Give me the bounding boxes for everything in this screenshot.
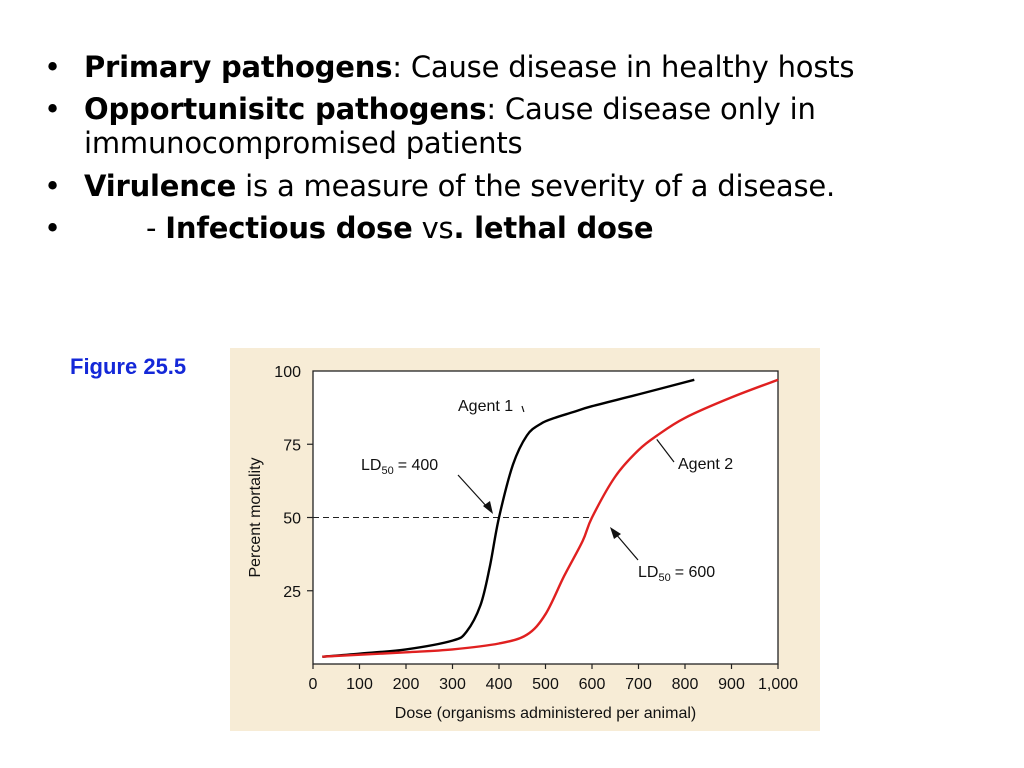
bullet-term-2: . lethal dose <box>453 210 654 245</box>
agent-2-leader <box>656 439 675 463</box>
ld50-600-arrowhead <box>610 527 621 539</box>
bullet-text: : Cause disease only in immunocompromise… <box>84 92 816 161</box>
bullet-text: : Cause disease in healthy hosts <box>392 50 855 84</box>
bullet-virulence: • Virulence is a measure of the severity… <box>44 169 1004 203</box>
bullet-prefix: - <box>146 210 166 245</box>
y-tick-label: 25 <box>283 584 301 601</box>
bullet-dot: • <box>44 168 61 203</box>
bullet-term: Virulence <box>84 168 237 203</box>
x-tick-label: 400 <box>486 676 513 693</box>
ld50-400-leader <box>457 474 489 509</box>
ld50-600-leader <box>614 532 639 561</box>
x-tick-label: 200 <box>393 676 420 693</box>
bullet-dot: • <box>44 50 61 84</box>
agent-1-leader <box>521 405 525 413</box>
agent-2-label: Agent 2 <box>678 456 733 473</box>
ld50-400-arrowhead <box>483 501 493 514</box>
x-tick-label: 300 <box>439 676 466 693</box>
x-tick-label: 500 <box>532 676 559 693</box>
x-axis-label: Dose (organisms administered per animal) <box>395 705 696 722</box>
x-tick-label: 900 <box>718 676 745 693</box>
bullet-text: is a measure of the severity of a diseas… <box>236 168 836 203</box>
figure-label: Figure 25.5 <box>70 354 187 379</box>
bullet-text: vs <box>412 210 454 245</box>
chart-svg: 100 25 50 75 0 100 200 300 400 500 600 700 800 900 1,0… <box>247 364 798 722</box>
x-tick-label: 700 <box>625 676 652 693</box>
x-tick-label: 1,000 <box>758 676 798 693</box>
x-tick-label: 800 <box>672 676 699 693</box>
agent-1-label: Agent 1 <box>458 398 513 415</box>
bullet-dot: • <box>44 92 61 127</box>
dose-mortality-chart: 100 25 50 75 0 100 200 300 400 500 600 700 800 900 1,0… <box>230 348 820 731</box>
bullet-list: • Primary pathogens: Cause disease in he… <box>44 50 1004 253</box>
bullet-term: Opportunisitc pathogens <box>84 92 487 127</box>
series-line-agent-1 <box>322 378 695 658</box>
bullet-term: Infectious dose <box>165 210 413 245</box>
x-tick-label: 100 <box>346 676 373 693</box>
x-tick-label: 0 <box>309 676 318 693</box>
y-axis-label: Percent mortality <box>247 457 264 577</box>
y-tick-label: 50 <box>283 511 301 528</box>
bullet-dot: • <box>44 210 61 245</box>
y-tick-label: 75 <box>283 437 301 454</box>
bullet-dose: • - Infectious dose vs. lethal dose <box>44 211 1004 245</box>
y-tick-label: 100 <box>274 364 301 381</box>
bullet-term: Primary pathogens <box>84 50 393 84</box>
ld50-400-label: LD50 = 400 <box>361 457 438 477</box>
bullet-primary-pathogens: • Primary pathogens: Cause disease in he… <box>44 50 1004 84</box>
series-line-agent-2 <box>322 378 779 658</box>
ld50-600-label: LD50 = 600 <box>638 564 715 584</box>
bullet-opportunistic-pathogens: • Opportunisitc pathogens: Cause disease… <box>44 92 1004 160</box>
x-tick-label: 600 <box>579 676 606 693</box>
